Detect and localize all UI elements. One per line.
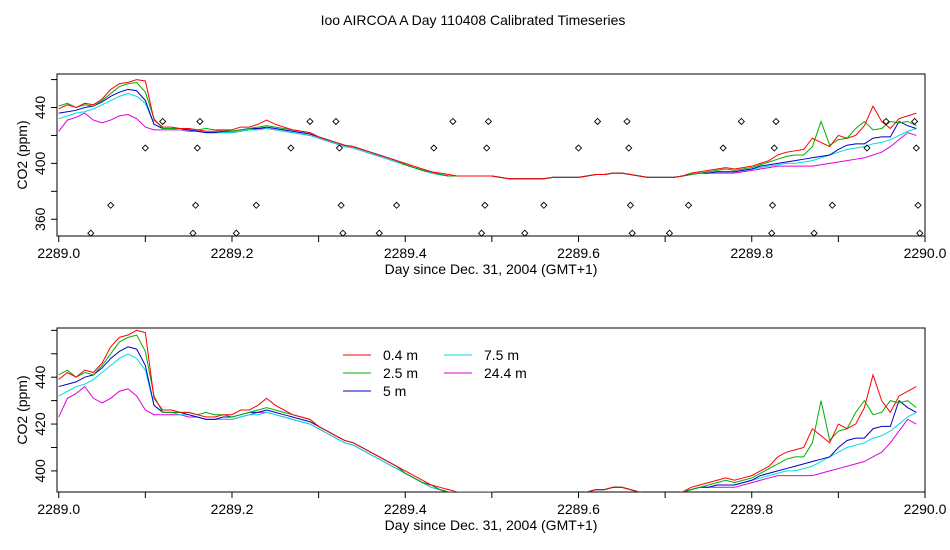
plot-frame	[56, 73, 926, 237]
diamond-marker	[449, 117, 457, 126]
diamond-marker	[626, 201, 635, 209]
y-tick-label: 440	[32, 96, 48, 120]
x-tick-label: 2290.0	[904, 245, 947, 261]
legend-label: 24.4 m	[484, 365, 527, 381]
series-line-0-4-m	[58, 329, 917, 492]
x-tick-label: 2289.2	[211, 501, 254, 517]
x-tick-label: 2289.4	[384, 501, 427, 517]
y-tick-label: 440	[32, 365, 48, 389]
legend-label: 0.4 m	[383, 347, 418, 363]
series-line-5-m	[58, 88, 917, 180]
y-tick-label: 400	[32, 459, 48, 483]
diamond-marker	[107, 201, 115, 209]
x-tick-label: 2289.6	[557, 245, 600, 261]
diamond-marker	[483, 144, 491, 152]
diamond-marker	[335, 144, 344, 152]
diamond-marker	[625, 144, 633, 152]
series-lines	[58, 329, 917, 492]
x-tick-label: 2289.4	[384, 245, 427, 261]
x-axis-label: Day since Dec. 31, 2004 (GMT+1)	[385, 261, 598, 277]
panel-bottom: 2289.0 2289.2 2289.4 2289.6 2289.8 2290.0 400 4…	[14, 327, 947, 533]
diamond-marker	[684, 201, 693, 209]
series-line-0-4-m	[58, 79, 917, 180]
legend: 0.4 m 2.5 m 5 m 7.5 m 24.4 m	[343, 347, 527, 399]
series-line-2-5-m	[58, 334, 917, 492]
diamond-marker	[159, 117, 167, 126]
x-tick-label: 2289.2	[211, 245, 254, 261]
diamond-marker	[287, 144, 295, 152]
x-axis-label: Day since Dec. 31, 2004 (GMT+1)	[385, 517, 598, 533]
diamond-marker	[540, 201, 548, 209]
diamond-marker	[882, 117, 890, 126]
diamond-marker	[828, 201, 836, 209]
diamond-marker	[768, 201, 777, 209]
diamond-marker	[141, 144, 149, 152]
y-axis-label: CO2 (ppm)	[14, 375, 30, 444]
diamond-marker	[193, 144, 201, 152]
diamond-marker	[912, 144, 920, 152]
series-line-24-4-m	[58, 385, 917, 492]
diamond-marker	[772, 117, 780, 126]
x-tick-label: 2289.8	[730, 501, 773, 517]
diamond-marker	[665, 229, 674, 237]
series-lines	[58, 79, 917, 180]
diamond-marker	[521, 229, 529, 237]
y-tick-label: 400	[32, 151, 48, 175]
diamond-marker	[737, 117, 745, 126]
diamond-marker	[916, 229, 924, 237]
diamond-marker	[768, 229, 776, 237]
diamond-marker	[196, 117, 204, 126]
diamond-marker	[481, 201, 489, 209]
y-tick-label: 420	[32, 412, 48, 436]
diamond-marker	[623, 117, 631, 126]
x-tick-label: 2289.6	[557, 501, 600, 517]
legend-label: 7.5 m	[484, 347, 519, 363]
diamond-marker	[863, 144, 871, 152]
diamond-marker	[191, 201, 200, 209]
y-tick-label: 360	[32, 207, 48, 231]
diamond-marker	[770, 144, 778, 152]
diamond-marker	[628, 229, 636, 237]
diamond-marker	[339, 229, 347, 237]
diamond-marker	[332, 117, 340, 126]
legend-label: 2.5 m	[383, 365, 418, 381]
legend-label: 5 m	[383, 383, 406, 399]
diamond-marker	[87, 229, 95, 237]
diamond-marker	[252, 201, 260, 209]
x-tick-label: 2289.0	[37, 245, 80, 261]
diamond-marker	[189, 229, 197, 237]
diamond-marker	[306, 117, 314, 126]
x-tick-label: 2289.8	[730, 245, 773, 261]
series-line-5-m	[58, 346, 917, 492]
diamond-marker	[232, 229, 240, 237]
diamond-marker	[719, 144, 727, 152]
x-tick-label: 2290.0	[904, 501, 947, 517]
diamond-marker	[477, 229, 486, 237]
diamond-marker	[484, 117, 493, 126]
y-axis-label: CO2 (ppm)	[14, 120, 30, 189]
diamond-markers	[87, 117, 924, 237]
panel-top: 2289.0 2289.2 2289.4 2289.6 2289.8 2290.0 360 4…	[14, 73, 947, 277]
figure-title: Ioo AIRCOA A Day 110408 Calibrated Times…	[321, 12, 626, 28]
diamond-marker	[392, 201, 401, 209]
diamond-marker	[914, 201, 922, 209]
diamond-marker	[337, 201, 345, 209]
diamond-marker	[810, 229, 818, 237]
diamond-marker	[593, 117, 602, 126]
diamond-marker	[375, 229, 383, 237]
x-tick-label: 2289.0	[37, 501, 80, 517]
diamond-marker	[430, 144, 438, 152]
diamond-marker	[574, 144, 583, 152]
diamond-marker	[910, 117, 919, 126]
